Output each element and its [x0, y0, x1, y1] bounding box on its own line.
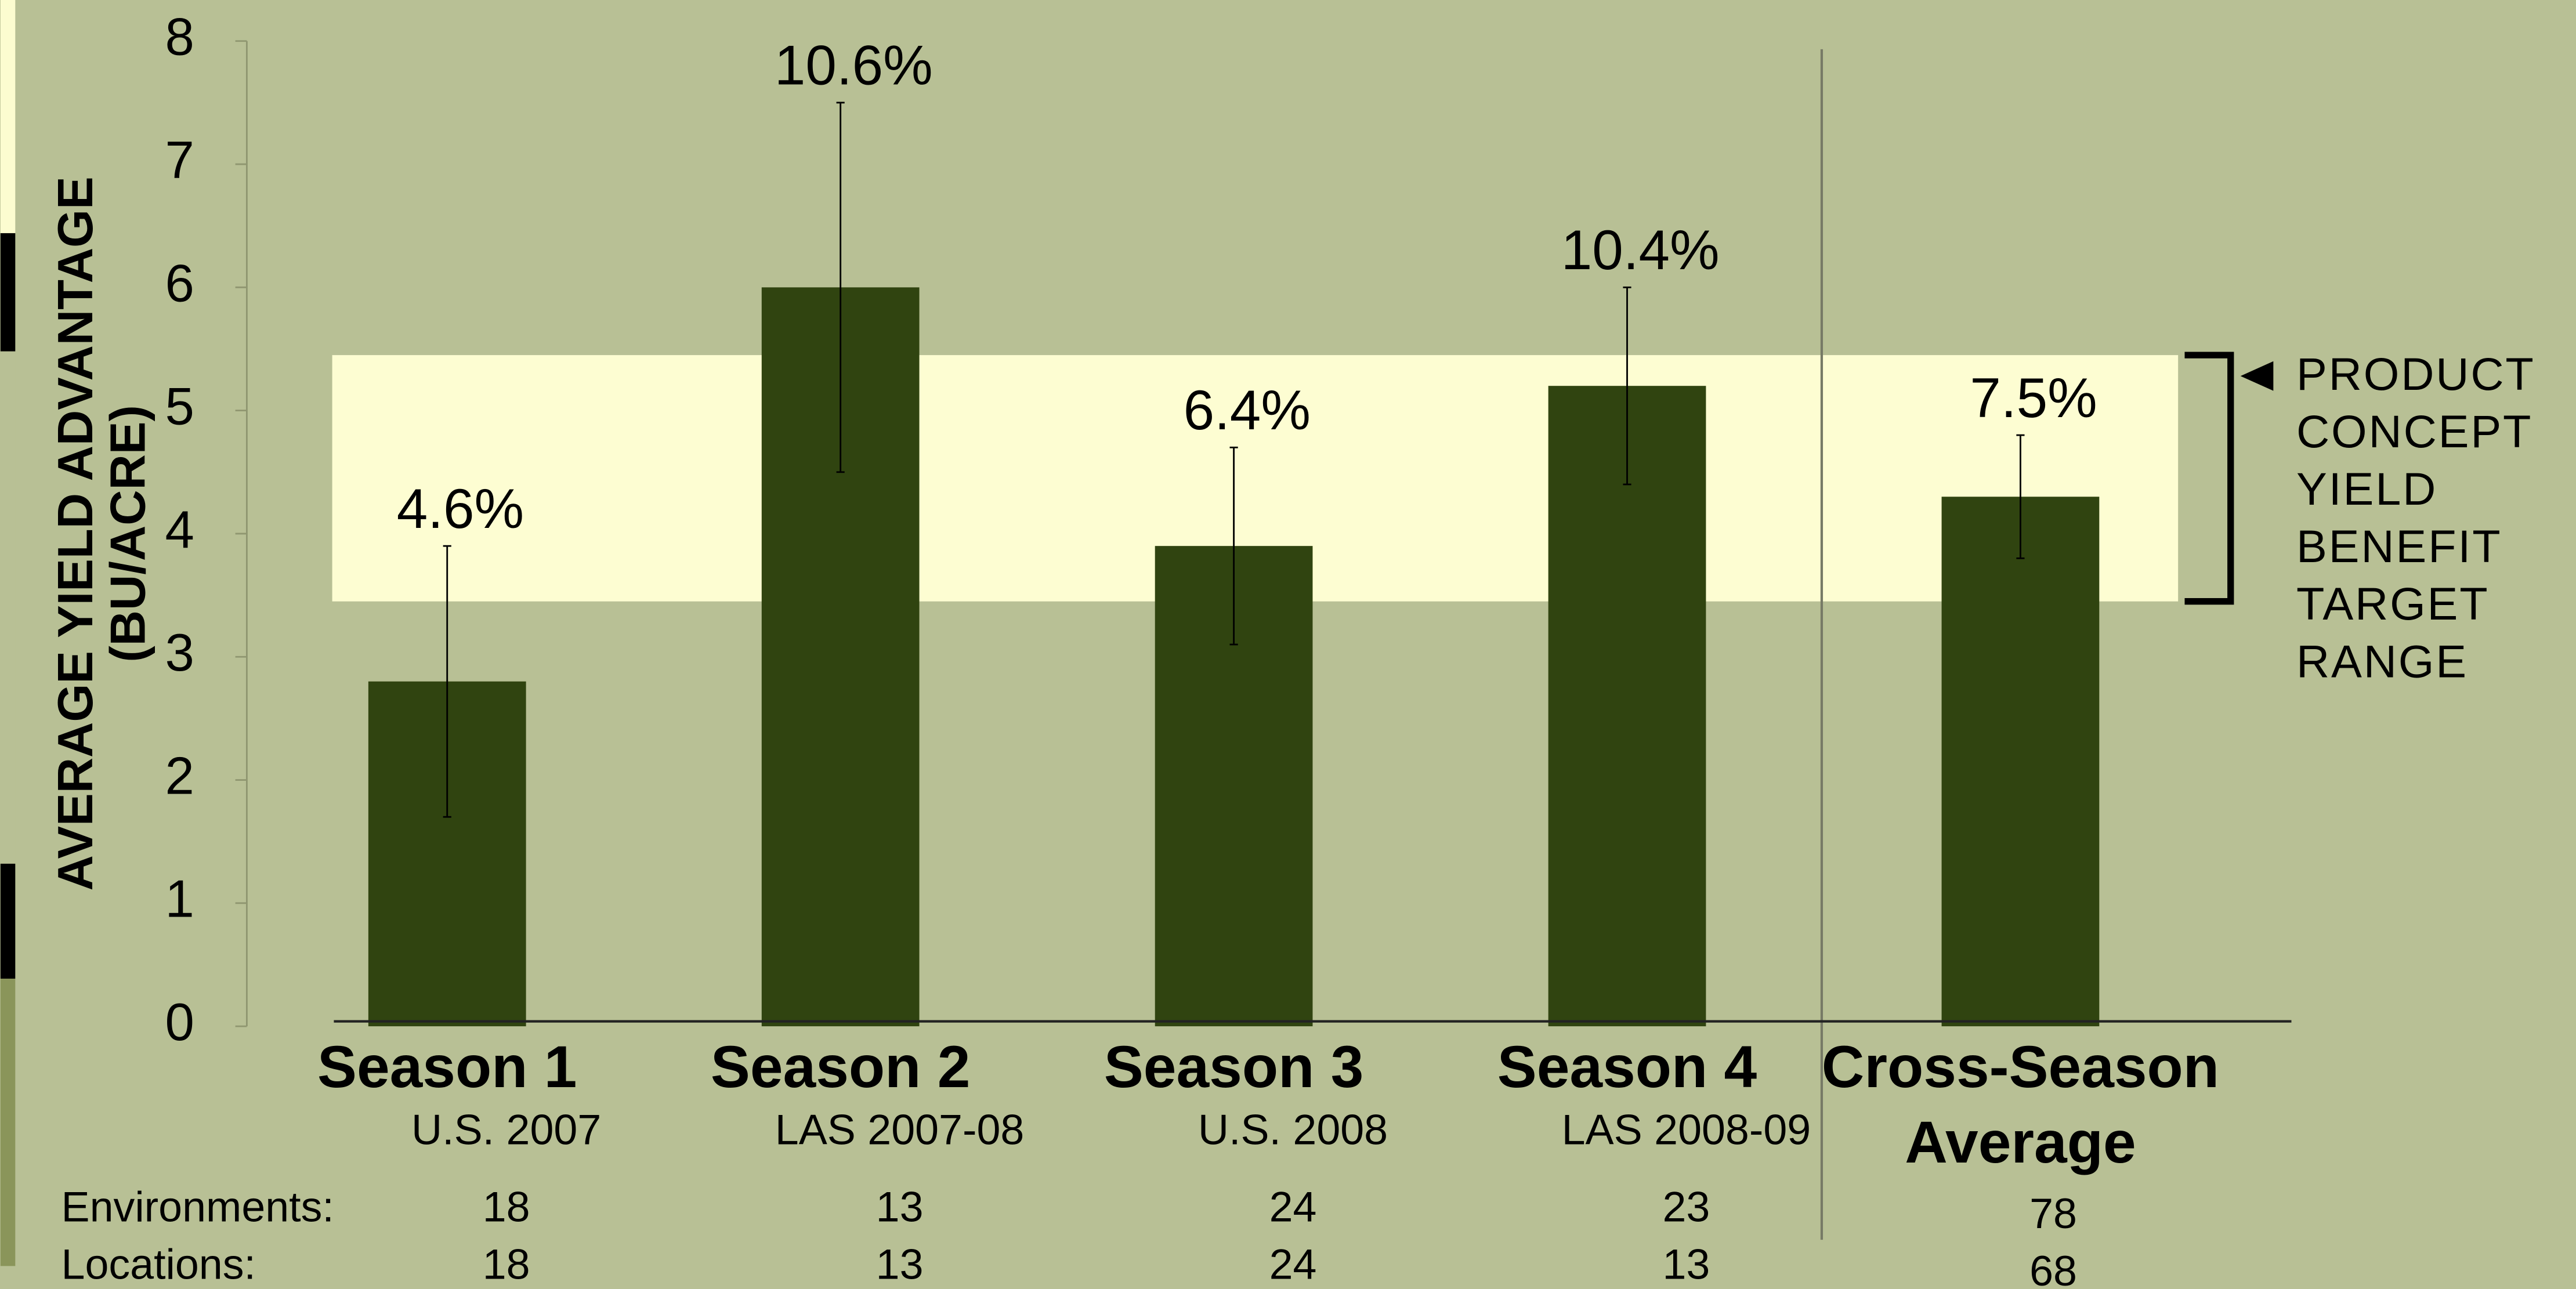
x-category-label: Season 3: [1104, 1033, 1364, 1100]
y-tick-label: 7: [165, 131, 194, 190]
y-tick-label: 4: [165, 501, 194, 559]
table-cell: 78: [2029, 1189, 2077, 1237]
x-subcategory-label: U.S. 2008: [1198, 1106, 1388, 1154]
y-tick-label: 5: [165, 378, 194, 436]
side-strip: [0, 863, 16, 979]
table-cell: 23: [1662, 1183, 1710, 1231]
table-cell: 24: [1269, 1240, 1317, 1288]
target-range-label: RANGE: [2296, 635, 2468, 687]
side-strip: [0, 0, 16, 233]
x-category-label: Season 2: [710, 1033, 971, 1100]
x-category-label: Season 4: [1497, 1033, 1757, 1100]
y-tick-label: 0: [165, 993, 194, 1052]
arrow: [2240, 361, 2274, 391]
x-category-text: Season 2: [710, 1033, 971, 1100]
table-cell: 13: [876, 1240, 924, 1288]
table-cell: 68: [2029, 1247, 2077, 1289]
x-subcategory-label: LAS 2007-08: [775, 1106, 1025, 1154]
bracket: [2184, 352, 2234, 605]
x-category-label: Cross-Season Average: [1821, 1033, 2220, 1176]
table-cell: 13: [876, 1183, 924, 1231]
bar: [1548, 386, 1706, 1027]
y-axis-label: AVERAGE YIELD ADVANTAGE (BU/ACRE): [48, 176, 155, 890]
y-axis-label-line: AVERAGE YIELD ADVANTAGE: [48, 176, 103, 890]
value-label: 10.4%: [1561, 219, 1720, 281]
x-category-text: Cross-Season Average: [1821, 1033, 2220, 1176]
table-cell: 18: [483, 1183, 530, 1231]
table-cell: 18: [483, 1240, 530, 1288]
table-cell: 13: [1662, 1240, 1710, 1288]
target-range-label: YIELD: [2296, 463, 2437, 515]
target-range-label: CONCEPT: [2296, 405, 2532, 457]
x-category-text: Season 3: [1104, 1033, 1364, 1100]
table-row-label: Environments:: [61, 1183, 334, 1231]
value-label: 10.6%: [775, 35, 933, 97]
y-tick-label: 8: [165, 8, 194, 67]
x-category-label: Season 1: [317, 1033, 577, 1100]
side-strip: [0, 979, 16, 1266]
x-category-text: Season 4: [1497, 1033, 1757, 1100]
y-tick-label: 3: [165, 624, 194, 682]
bar: [1941, 497, 2100, 1027]
y-tick-label: 6: [165, 254, 194, 313]
table-cell: 24: [1269, 1183, 1317, 1231]
x-subcategory-label: LAS 2008-09: [1562, 1106, 1811, 1154]
x-category-text: Season 1: [317, 1033, 577, 1100]
target-range-label: BENEFIT: [2296, 520, 2502, 572]
table-row-label: Locations:: [61, 1240, 256, 1288]
target-range-label: PRODUCT: [2296, 348, 2535, 400]
side-strip: [0, 233, 16, 352]
side-strip: [0, 351, 16, 864]
target-range-label: TARGET: [2296, 578, 2490, 629]
y-axis-label-line: (BU/ACRE): [100, 405, 155, 662]
x-subcategory-label: U.S. 2007: [411, 1106, 601, 1154]
y-tick-label: 1: [165, 870, 194, 929]
value-label: 7.5%: [1970, 367, 2097, 429]
value-label: 4.6%: [397, 478, 524, 540]
value-label: 6.4%: [1184, 379, 1311, 441]
y-tick-label: 2: [165, 747, 194, 805]
